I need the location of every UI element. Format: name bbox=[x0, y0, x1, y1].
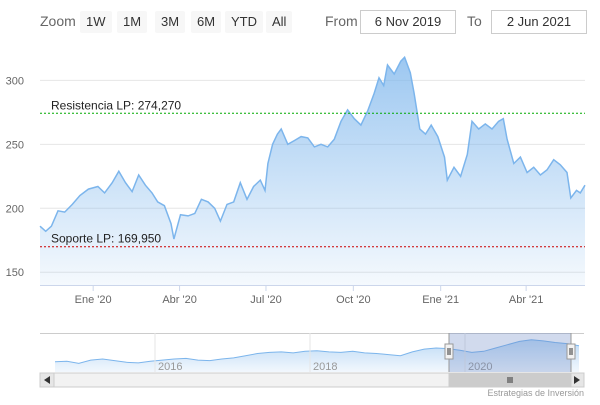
support-label: Soporte LP: 169,950 bbox=[51, 232, 161, 246]
zoom-3m-button[interactable]: 3M bbox=[155, 11, 186, 33]
zoom-6m-button[interactable]: 6M bbox=[191, 11, 222, 33]
zoom-label: Zoom bbox=[40, 13, 76, 29]
x-tick-label: Abr '20 bbox=[162, 294, 197, 306]
to-date-input[interactable]: 2 Jun 2021 bbox=[491, 10, 587, 34]
handle-body[interactable] bbox=[444, 343, 454, 360]
navigator-left-handle[interactable] bbox=[444, 343, 454, 360]
y-tick-label: 200 bbox=[6, 203, 24, 215]
y-tick-label: 250 bbox=[6, 139, 24, 151]
x-tick-label: Jul '20 bbox=[250, 294, 281, 306]
series-area bbox=[40, 57, 585, 285]
zoom-1m-button[interactable]: 1M bbox=[117, 11, 148, 33]
navigator-year-label: 2020 bbox=[468, 361, 492, 373]
to-label: To bbox=[467, 13, 482, 29]
credits-label: Estrategias de Inversión bbox=[487, 388, 584, 398]
x-tick-label: Ene '20 bbox=[75, 294, 112, 306]
series-line bbox=[39, 55, 586, 240]
from-label: From bbox=[325, 13, 358, 29]
y-tick-label: 150 bbox=[6, 267, 24, 279]
navigator-right-handle[interactable] bbox=[566, 343, 576, 360]
x-tick-label: Abr '21 bbox=[509, 294, 544, 306]
y-tick-label: 300 bbox=[6, 75, 24, 87]
navigator-area bbox=[55, 339, 579, 372]
x-tick-label: Ene '21 bbox=[422, 294, 459, 306]
handle-body[interactable] bbox=[566, 343, 576, 360]
from-date-input[interactable]: 6 Nov 2019 bbox=[360, 10, 456, 34]
navigator-year-label: 2016 bbox=[158, 361, 182, 373]
chevron-right-icon bbox=[574, 376, 580, 384]
chevron-left-icon bbox=[44, 376, 50, 384]
x-tick-label: Oct '20 bbox=[336, 294, 371, 306]
navigator-line bbox=[54, 339, 580, 364]
resistance-label: Resistencia LP: 274,270 bbox=[51, 98, 181, 112]
zoom-1w-button[interactable]: 1W bbox=[80, 11, 112, 33]
zoom-all-button[interactable]: All bbox=[266, 11, 293, 33]
navigator-selection[interactable] bbox=[449, 333, 571, 372]
navigator-year-label: 2018 bbox=[313, 361, 337, 373]
zoom-ytd-button[interactable]: YTD bbox=[225, 11, 263, 33]
